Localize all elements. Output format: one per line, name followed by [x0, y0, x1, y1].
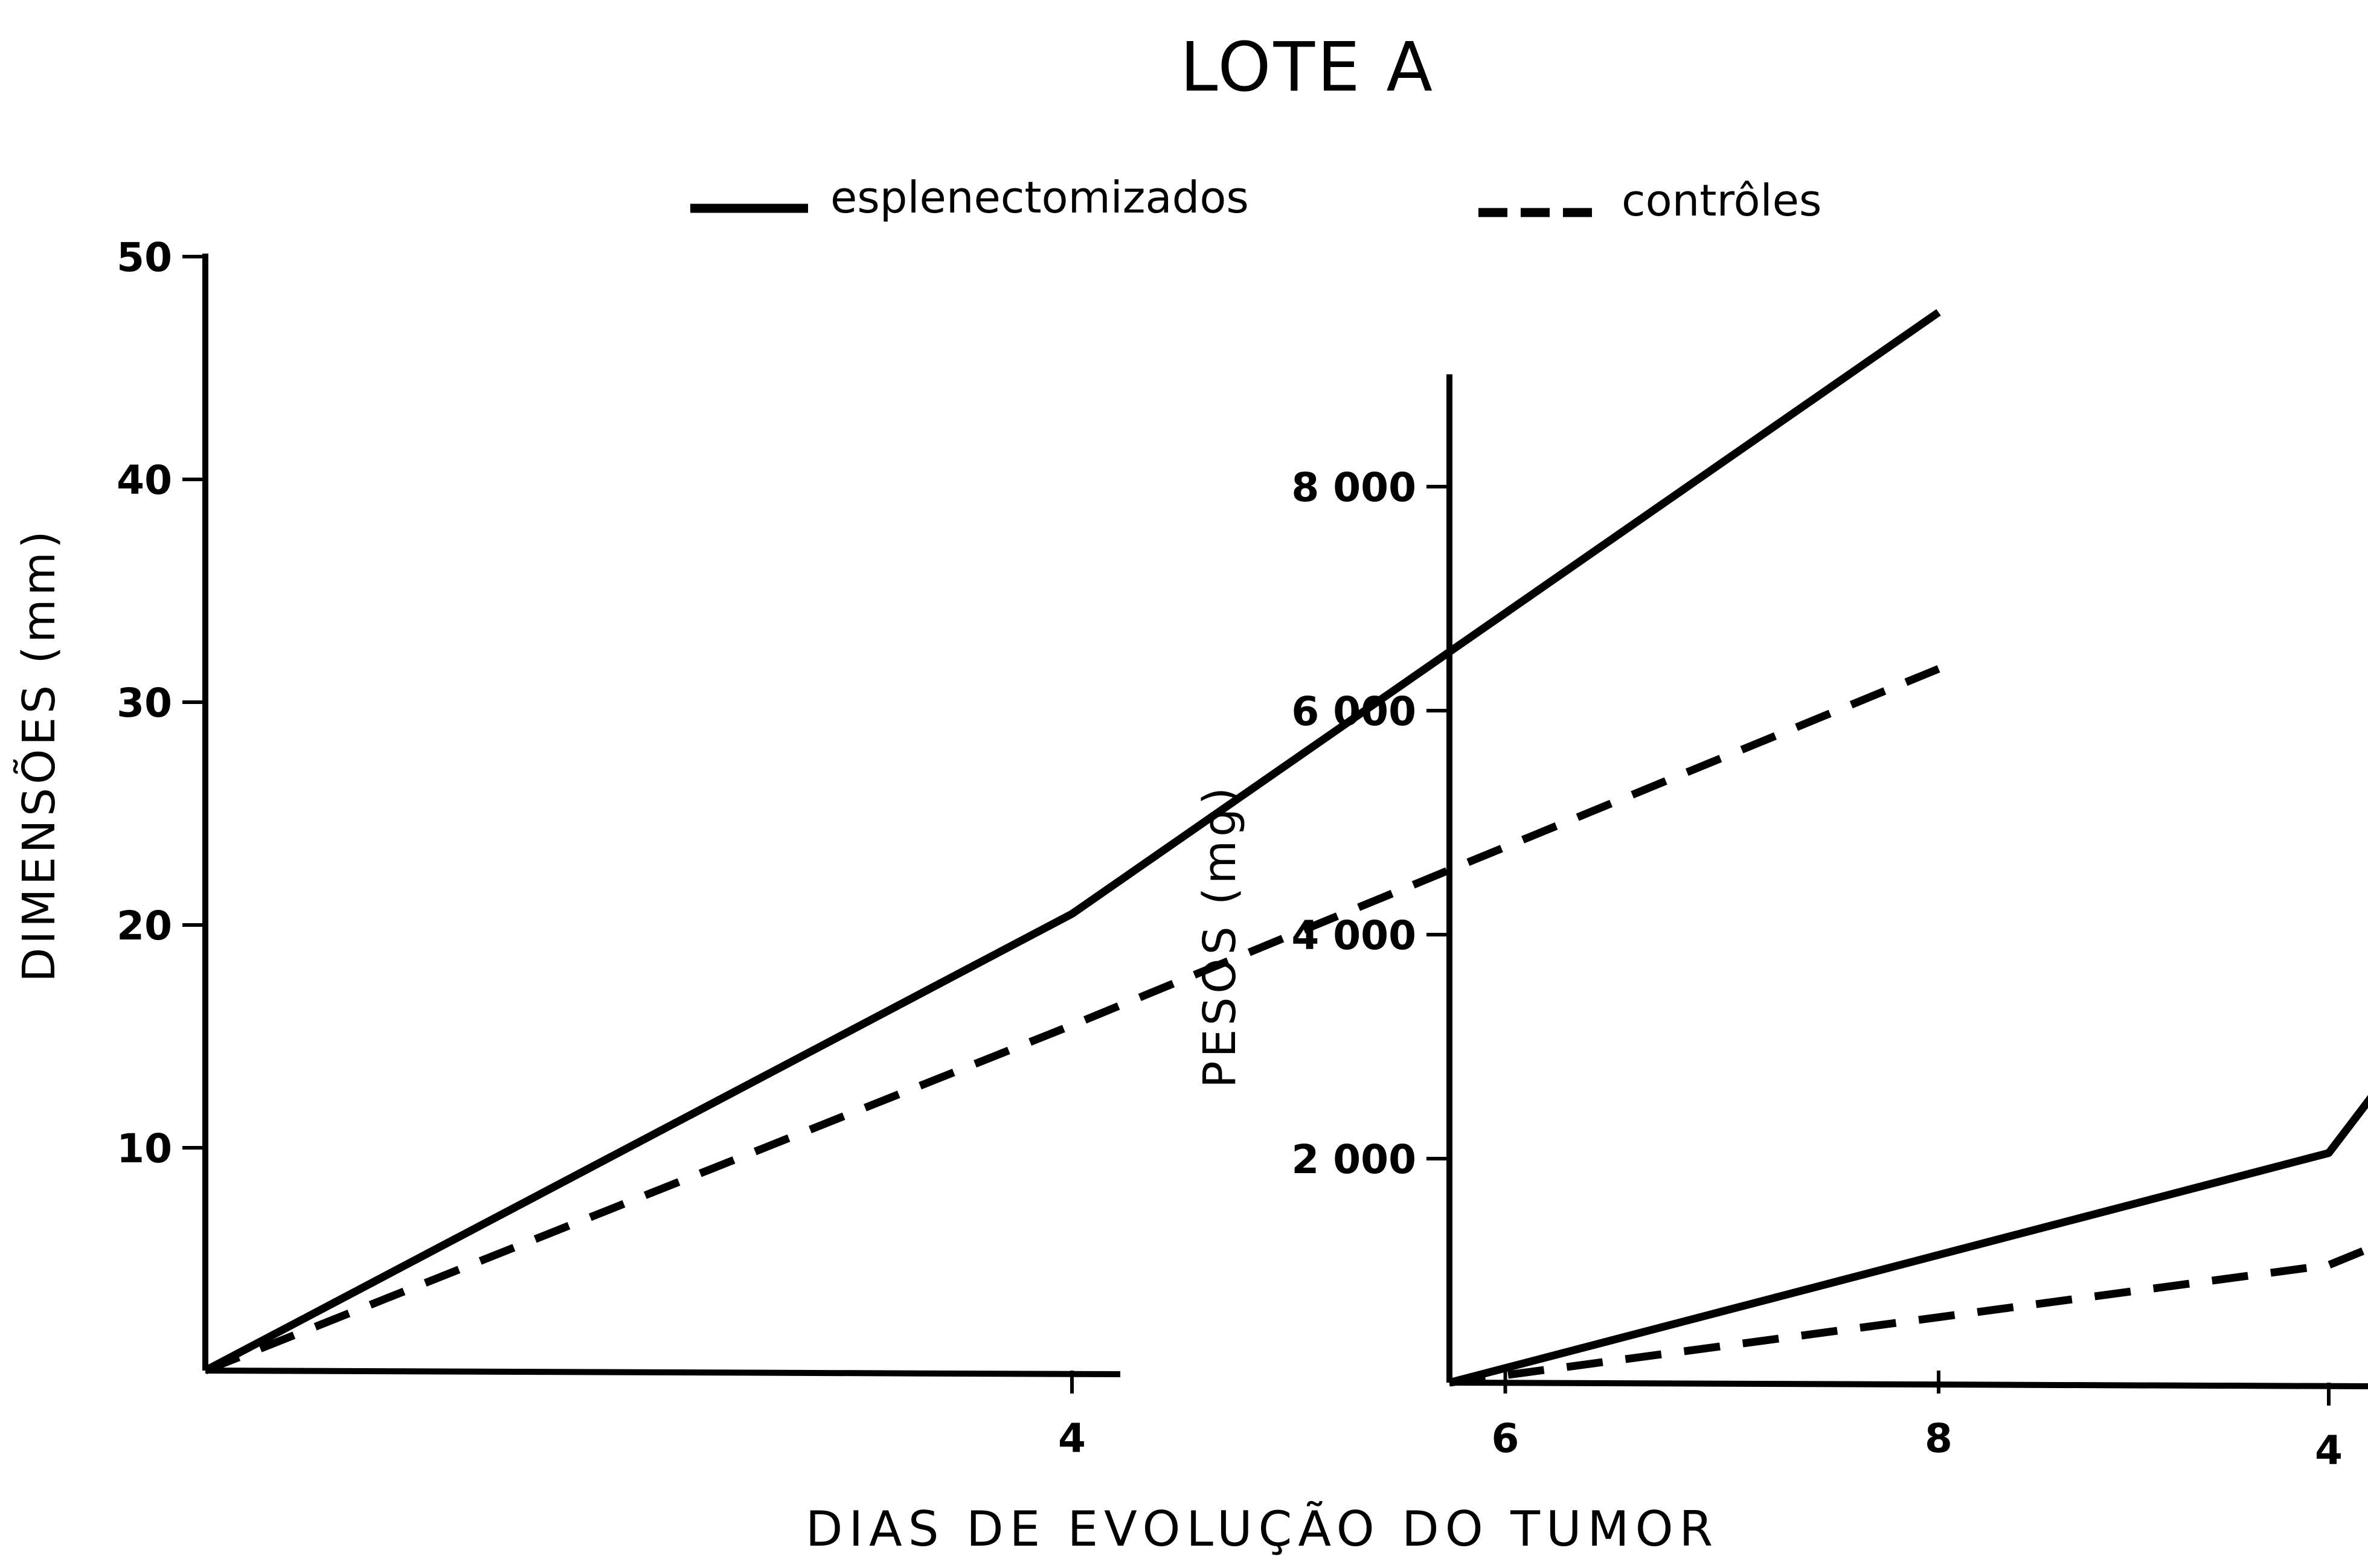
legend-dashed-label: contrôles: [1622, 175, 1821, 226]
left-y-axis-title: DIMENSÕES (mm): [13, 527, 65, 982]
left-series: [203, 309, 1941, 1375]
right-y-axis-title: PESOS (mg): [1194, 784, 1246, 1088]
left-y-tick-label: 30: [117, 680, 172, 726]
left-y-tick-label: 50: [117, 234, 172, 281]
dimensions-chart: DIMENSÕES (mm) 10 20 30 40 50 4 6 8: [13, 234, 1952, 1462]
right-y-tick-label: 2 000: [1291, 1136, 1416, 1183]
right-series-esplenectomizados-line: [1448, 1095, 2368, 1387]
right-x-axis-line: [1449, 1380, 2368, 1389]
right-axes: [1446, 374, 2368, 1389]
left-y-tick-label: 40: [117, 457, 172, 504]
left-series-controles-line: [204, 665, 1940, 1375]
x-axis-title: DIAS DE EVOLUÇÃO DO TUMOR: [806, 1501, 1719, 1557]
right-y-tick-label: 4 000: [1291, 912, 1416, 959]
right-y-tick-label: 8 000: [1291, 464, 1416, 511]
legend: esplenectomizados contrôles: [690, 172, 1821, 226]
right-series: [1448, 1095, 2368, 1387]
left-y-tick-label: 10: [117, 1125, 172, 1172]
legend-solid-label: esplenectomizados: [830, 172, 1249, 223]
left-x-tick-label: 6: [1492, 1415, 1519, 1462]
right-ticks: 2 000 4 000 6 000 8 000 4 6 8: [1291, 464, 2343, 1474]
left-axes: [202, 254, 1121, 1377]
left-x-tick-label: 4: [1058, 1415, 1086, 1462]
left-ticks: 10 20 30 40 50 4 6 8: [117, 234, 1952, 1462]
right-series-controles-line: [1449, 1244, 2368, 1387]
figure-title: LOTE A: [1180, 28, 1435, 107]
weights-chart: PESOS (mg) 2 000 4 000 6 000 8 000 4 6 8: [1194, 374, 2368, 1474]
left-x-axis-line: [205, 1368, 1121, 1377]
left-x-tick-label: 8: [1925, 1415, 1952, 1462]
left-y-tick-label: 20: [117, 903, 172, 949]
right-y-tick-label: 6 000: [1291, 688, 1416, 735]
left-series-esplenectomizados-line: [203, 309, 1941, 1374]
right-x-tick-label: 4: [2315, 1427, 2343, 1474]
